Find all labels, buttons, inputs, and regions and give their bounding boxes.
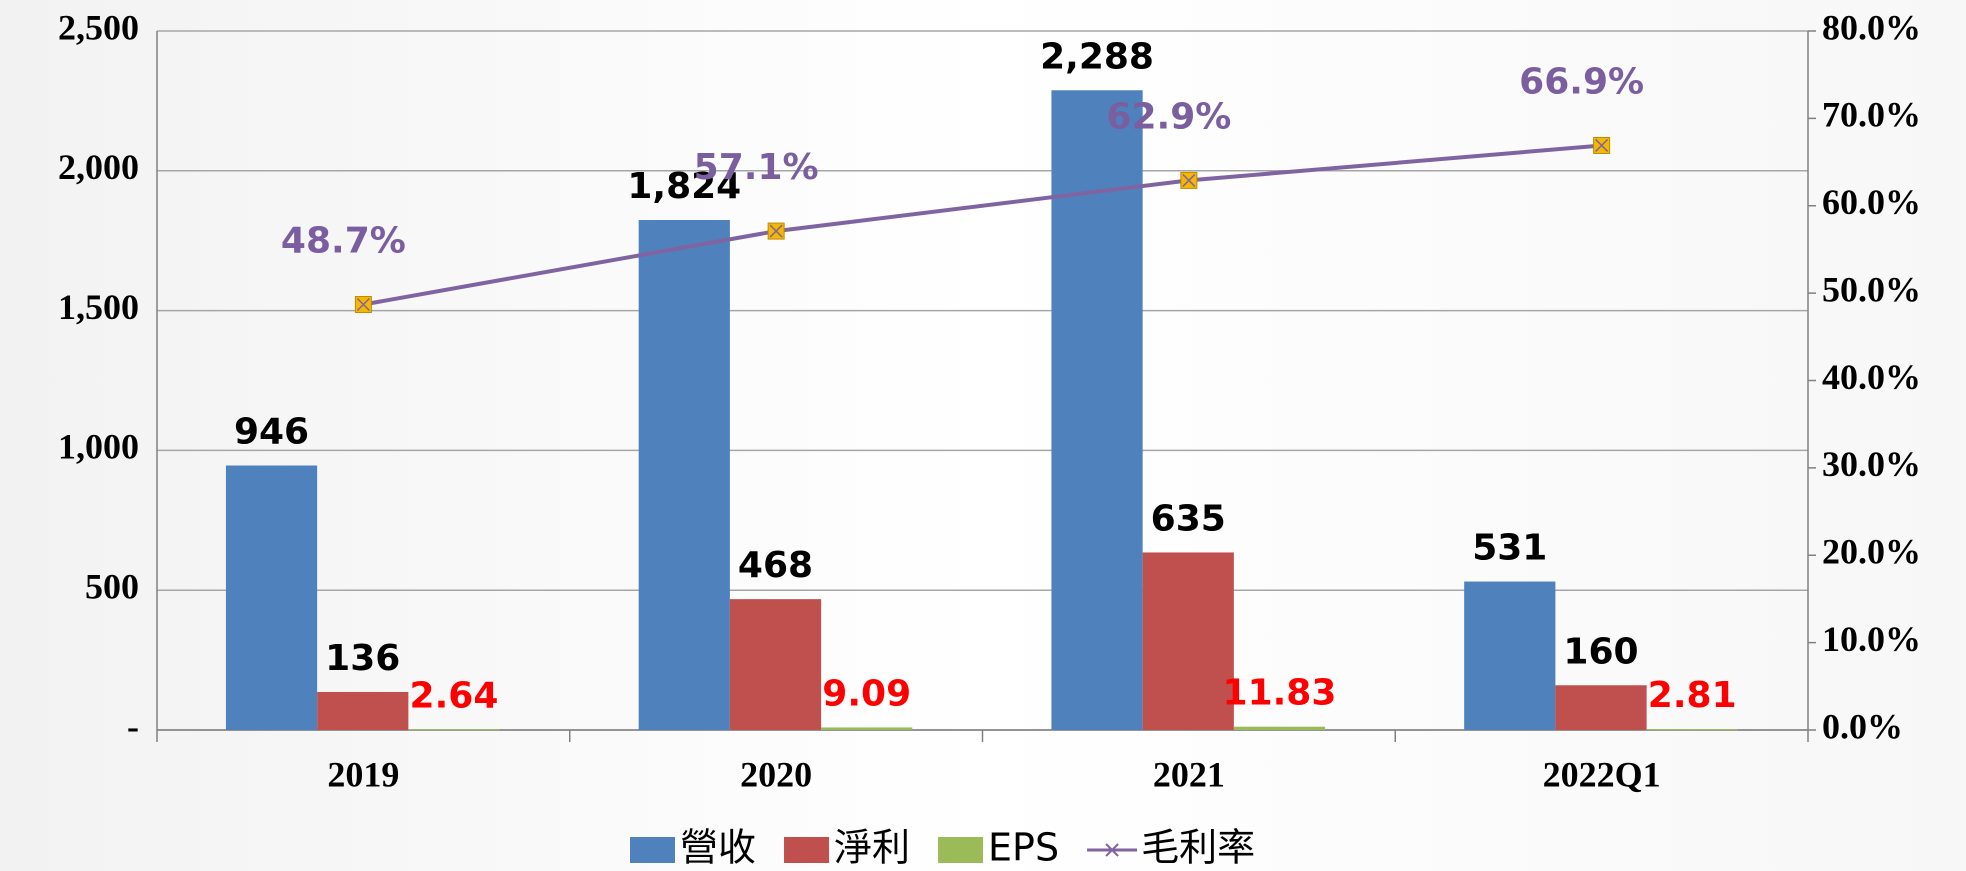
data-label: 635 bbox=[1151, 498, 1226, 539]
bar bbox=[1464, 581, 1556, 730]
legend-label: EPS bbox=[988, 826, 1059, 870]
y-tick-label: 1,000 bbox=[58, 427, 139, 467]
bar bbox=[408, 729, 500, 731]
x-tick-label: 2019 bbox=[327, 754, 399, 794]
bar bbox=[317, 691, 409, 730]
data-label: 136 bbox=[325, 638, 400, 679]
marker-cross bbox=[769, 224, 783, 238]
legend-swatch-marker bbox=[1105, 843, 1119, 857]
y-tick-label: - bbox=[127, 706, 139, 746]
bar bbox=[1646, 729, 1738, 731]
y2-tick-label: 0.0% bbox=[1822, 706, 1903, 746]
data-label: 48.7% bbox=[281, 220, 406, 261]
data-label: 946 bbox=[234, 411, 309, 452]
y2-tick-label: 30.0% bbox=[1822, 444, 1921, 484]
bar bbox=[821, 727, 913, 730]
x-tick-label: 2021 bbox=[1153, 754, 1225, 794]
y2-tick-label: 70.0% bbox=[1822, 95, 1921, 135]
y2-tick-label: 80.0% bbox=[1822, 7, 1921, 47]
data-label: 2.81 bbox=[1648, 675, 1737, 716]
y2-tick-label: 20.0% bbox=[1822, 532, 1921, 572]
legend-swatch bbox=[784, 837, 830, 863]
x-tick-label: 2022Q1 bbox=[1543, 754, 1661, 794]
data-label: 11.83 bbox=[1223, 673, 1337, 714]
marker-cross bbox=[356, 297, 370, 312]
y2-tick-label: 60.0% bbox=[1822, 182, 1921, 222]
x-tick-label: 2020 bbox=[740, 754, 812, 794]
bar bbox=[729, 599, 822, 730]
data-label: 531 bbox=[1472, 528, 1547, 569]
data-label: 9.09 bbox=[822, 673, 911, 714]
data-label: 62.9% bbox=[1106, 96, 1231, 137]
marker-cross bbox=[1595, 138, 1609, 152]
y-tick-label: 500 bbox=[85, 566, 139, 606]
data-label: 66.9% bbox=[1519, 61, 1644, 102]
data-label: 2.64 bbox=[410, 675, 499, 716]
bar bbox=[1233, 726, 1326, 730]
bar bbox=[225, 465, 318, 730]
marker-cross bbox=[1182, 173, 1196, 187]
bar bbox=[1555, 685, 1647, 730]
line bbox=[363, 143, 1602, 307]
bar bbox=[638, 220, 730, 731]
data-label: 2,288 bbox=[1040, 36, 1154, 77]
y-tick-label: 2,500 bbox=[58, 7, 139, 47]
y2-tick-label: 40.0% bbox=[1822, 357, 1921, 397]
data-label: 1,824 bbox=[627, 166, 741, 207]
data-label: 468 bbox=[738, 545, 813, 586]
data-label: 160 bbox=[1563, 631, 1638, 672]
bar bbox=[1142, 552, 1234, 730]
y2-tick-label: 10.0% bbox=[1822, 619, 1921, 659]
legend-label: 淨利 bbox=[834, 826, 910, 870]
y-tick-label: 1,500 bbox=[58, 287, 139, 327]
legend-swatch bbox=[938, 837, 984, 863]
y2-tick-label: 50.0% bbox=[1822, 269, 1921, 309]
legend-swatch bbox=[630, 837, 675, 863]
legend-label: 營收 bbox=[680, 826, 756, 870]
data-label: 57.1% bbox=[694, 147, 819, 188]
legend-label: 毛利率 bbox=[1141, 826, 1255, 870]
y-tick-label: 2,000 bbox=[58, 147, 139, 187]
